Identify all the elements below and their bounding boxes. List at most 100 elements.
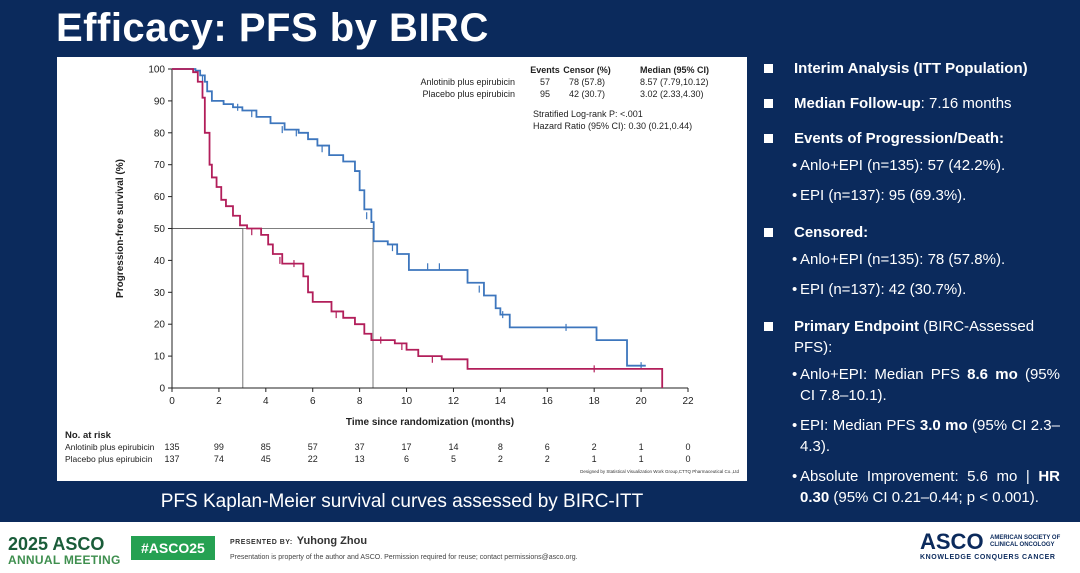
slide-title: Efficacy: PFS by BIRC	[56, 6, 489, 50]
dot-bullet-icon: •	[792, 366, 798, 383]
risk-value: 99	[214, 442, 224, 452]
risk-value: 1	[639, 454, 644, 464]
dot-bullet-icon: •	[792, 417, 798, 434]
y-tick-label: 50	[154, 224, 166, 235]
x-tick-label: 18	[589, 396, 601, 407]
legend-header: Censor (%)	[563, 65, 611, 75]
chart-credit: Designed by Statistical Visualization Wo…	[580, 469, 739, 474]
bullet-interim: Interim Analysis (ITT Population)	[760, 58, 1060, 79]
bullet-text: EPI (n=137): 95 (69.3%).	[800, 187, 967, 204]
y-tick-label: 70	[154, 160, 166, 171]
risk-value: 2	[592, 442, 597, 452]
risk-value: 2	[498, 454, 503, 464]
x-tick-label: 2	[216, 396, 222, 407]
risk-table-title: No. at risk	[65, 430, 112, 441]
dot-bullet-icon: •	[792, 281, 798, 298]
asco-logo-text: ASCO	[920, 529, 984, 554]
bullet-value: (BIRC-Assessed PFS):	[794, 318, 1035, 356]
sub-bullet-epi-median: • EPI: Median PFS 3.0 mo (95% CI 2.3–4.3)…	[760, 415, 1060, 457]
sub-bullet-events-anlo: • Anlo+EPI (n=135): 57 (42.2%).	[760, 155, 1060, 176]
meeting-logo-bottom: ANNUAL MEETING	[8, 553, 121, 567]
y-tick-label: 10	[154, 352, 166, 363]
x-tick-label: 6	[310, 396, 316, 407]
y-tick-label: 90	[154, 96, 166, 107]
x-tick-label: 10	[401, 396, 413, 407]
y-tick-label: 80	[154, 128, 166, 139]
x-axis-title: Time since randomization (months)	[346, 417, 514, 428]
bullet-text: Anlo+EPI (n=135): 57 (42.2%).	[800, 157, 1006, 174]
bullet-primary: Primary Endpoint (BIRC-Assessed PFS):	[760, 316, 1060, 358]
risk-value: 1	[592, 454, 597, 464]
x-tick-label: 20	[636, 396, 648, 407]
chart-caption: PFS Kaplan-Meier survival curves assesse…	[160, 491, 644, 512]
x-tick-label: 4	[263, 396, 269, 407]
y-tick-label: 40	[154, 256, 166, 267]
hashtag-badge: #ASCO25	[131, 536, 215, 560]
bullet-highlight: 8.6 mo	[967, 366, 1018, 383]
legend-row-label: Anlotinib plus epirubicin	[420, 77, 515, 87]
x-tick-label: 8	[357, 396, 363, 407]
risk-value: 1	[639, 442, 644, 452]
bullet-events: Events of Progression/Death:	[760, 128, 1060, 149]
bullet-censored: Censored:	[760, 222, 1060, 243]
legend-events: 95	[540, 89, 550, 99]
legend-censor: 78 (57.8)	[569, 77, 605, 87]
risk-value: 74	[214, 454, 224, 464]
risk-row-label: Anlotinib plus epirubicin	[65, 442, 155, 452]
presented-by-label: PRESENTED BY:	[230, 539, 293, 546]
legend-censor: 42 (30.7)	[569, 89, 605, 99]
meeting-logo: 2025 ASCO ANNUAL MEETING	[8, 535, 121, 568]
legend-events: 57	[540, 77, 550, 87]
square-bullet-icon	[764, 228, 773, 237]
society-name: AMERICAN SOCIETY OF CLINICAL ONCOLOGY	[990, 535, 1061, 548]
risk-value: 5	[451, 454, 456, 464]
bullet-text: (95% CI 7.8–10.1).	[800, 366, 1060, 404]
sub-bullet-anlo-median: • Anlo+EPI: Median PFS 8.6 mo (95% CI 7.8…	[760, 364, 1060, 406]
bullet-text: (95% CI 0.21–0.44; p < 0.001).	[829, 489, 1039, 506]
risk-value: 135	[164, 442, 179, 452]
sub-bullet-censored-epi: • EPI (n=137): 42 (30.7%).	[760, 279, 1060, 300]
km-chart-panel: 0 10 20 30 40 50 60 70 80 90 100 0 2 4 6 8 10 12 14 16 18 20 2…	[57, 57, 747, 481]
sub-bullet-absolute: • Absolute Improvement: 5.6 mo | HR 0.30 …	[760, 466, 1060, 508]
presenter-line: PRESENTED BY: Yuhong Zhou	[230, 535, 367, 547]
dot-bullet-icon: •	[792, 251, 798, 268]
risk-value: 57	[308, 442, 318, 452]
risk-value: 0	[685, 442, 690, 452]
bullet-text: EPI (n=137): 42 (30.7%).	[800, 281, 967, 298]
square-bullet-icon	[764, 99, 773, 108]
bullet-value: : 7.16 months	[920, 95, 1012, 112]
x-tick-label: 14	[495, 396, 507, 407]
legend-header: Events	[530, 65, 560, 75]
risk-value: 8	[498, 442, 503, 452]
bullet-text: Absolute Improvement: 5.6 mo |	[800, 468, 1039, 485]
risk-value: 2	[545, 454, 550, 464]
legend-stat: Stratified Log-rank P: <.001	[533, 109, 643, 119]
presenter-name: Yuhong Zhou	[296, 535, 368, 547]
legend-median: 3.02 (2.33,4.30)	[640, 89, 704, 99]
bullet-highlight: HR 0.30	[800, 468, 1060, 506]
risk-value: 45	[261, 454, 271, 464]
sub-bullet-censored-anlo: • Anlo+EPI (n=135): 78 (57.8%).	[760, 249, 1060, 270]
risk-value: 6	[545, 442, 550, 452]
sub-bullet-events-epi: • EPI (n=137): 95 (69.3%).	[760, 185, 1060, 206]
x-tick-label: 22	[682, 396, 694, 407]
bullet-text: EPI: Median PFS	[800, 417, 920, 434]
bullet-followup: Median Follow-up: 7.16 months	[760, 93, 1060, 114]
risk-value: 6	[404, 454, 409, 464]
risk-row-label: Placebo plus epirubicin	[65, 454, 153, 464]
y-tick-label: 30	[154, 288, 166, 299]
risk-value: 14	[448, 442, 458, 452]
risk-value: 37	[355, 442, 365, 452]
bullet-text: (95% CI 2.3–4.3).	[800, 417, 1060, 455]
legend-stat: Hazard Ratio (95% CI): 0.30 (0.21,0.44)	[533, 121, 692, 131]
y-axis-title: Progression-free survival (%)	[115, 159, 126, 298]
y-tick-label: 60	[154, 192, 166, 203]
risk-value: 22	[308, 454, 318, 464]
risk-value: 137	[164, 454, 179, 464]
asco-logo: ASCO AMERICAN SOCIETY OF CLINICAL ONCOLO…	[920, 529, 1060, 562]
summary-bullets: Interim Analysis (ITT Population) Median…	[760, 58, 1060, 517]
bullet-highlight: 3.0 mo	[919, 417, 968, 434]
dot-bullet-icon: •	[792, 187, 798, 204]
bullet-text: Interim Analysis (ITT Population)	[794, 60, 1028, 77]
